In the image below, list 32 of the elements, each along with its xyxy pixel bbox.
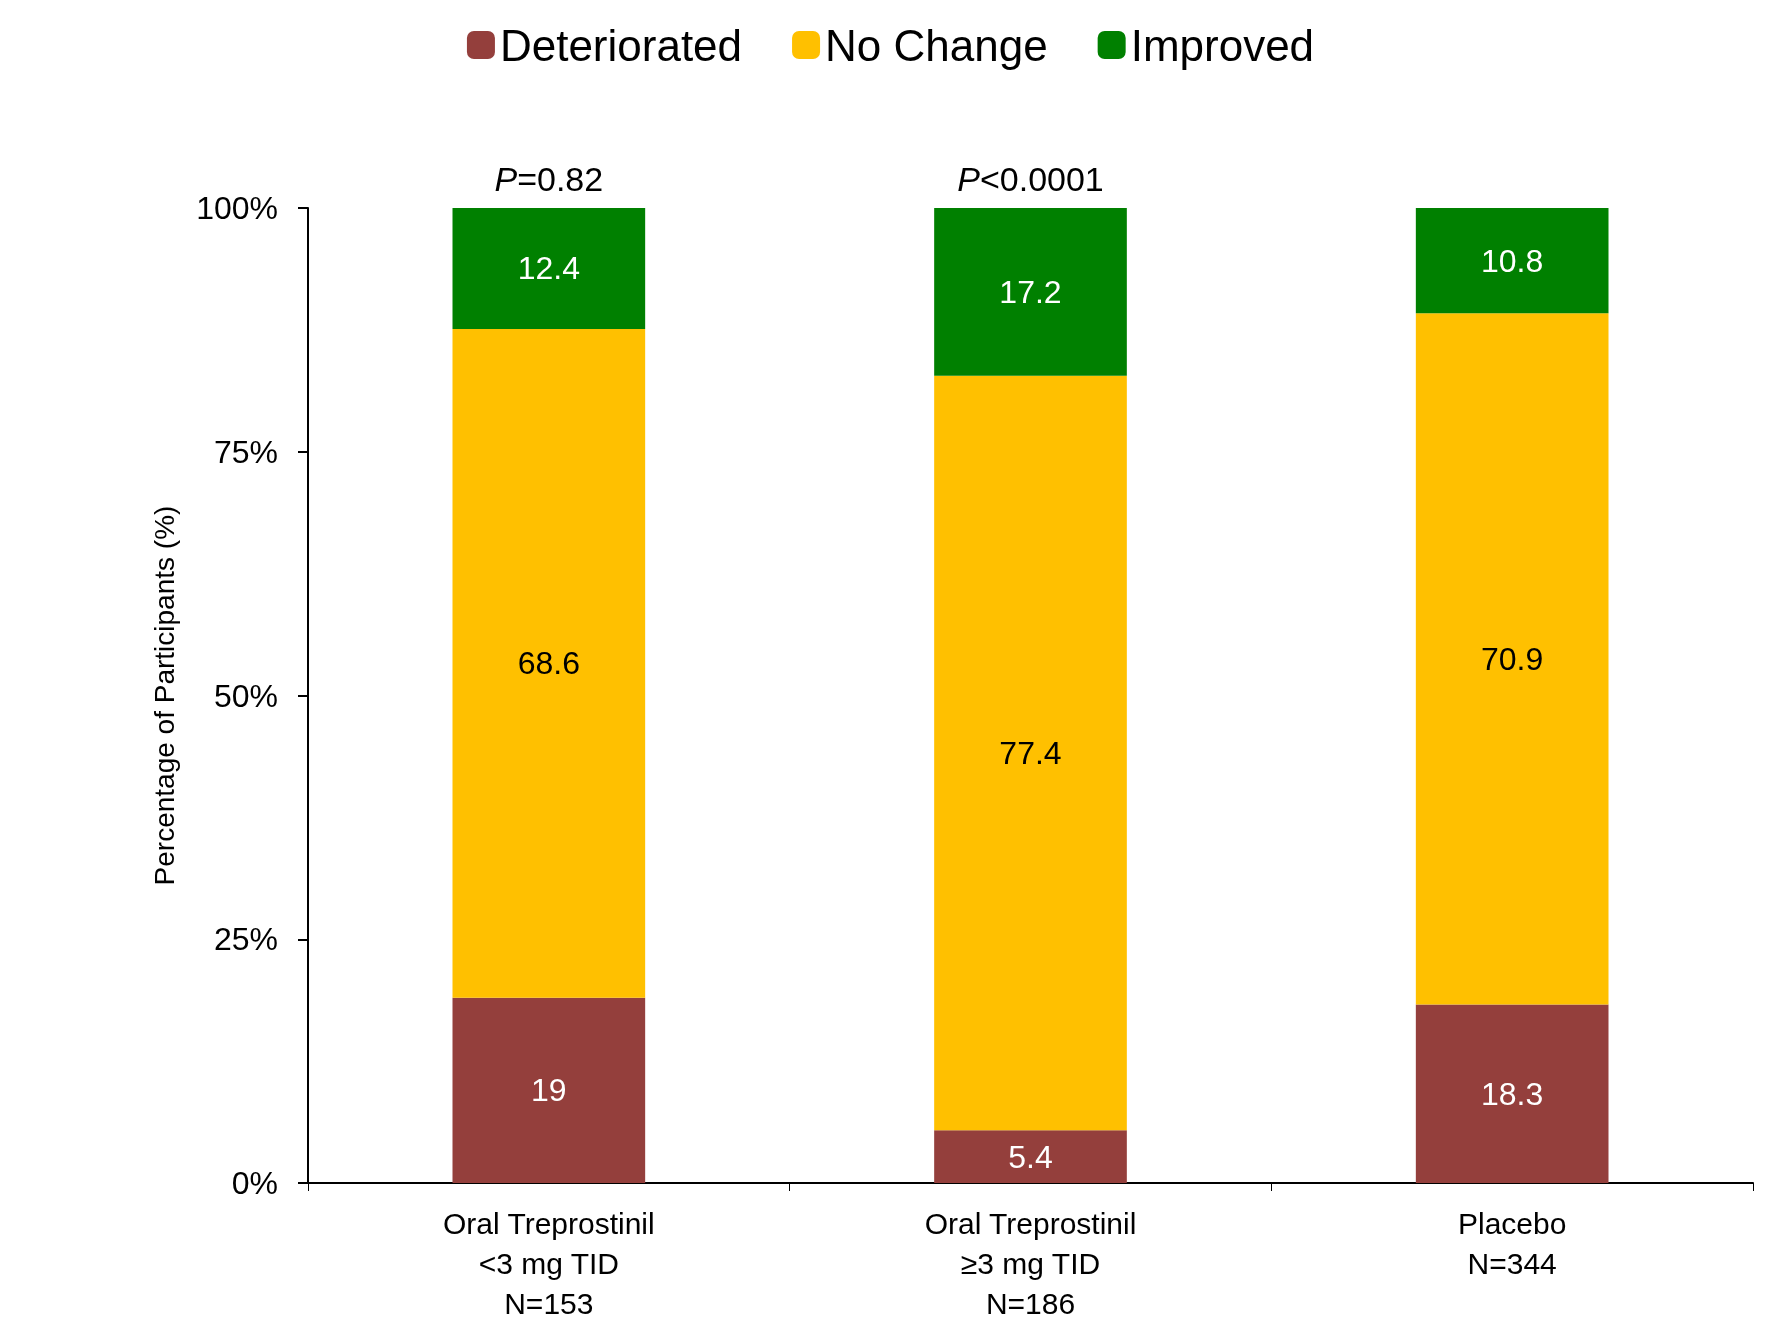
bar bbox=[934, 375, 1127, 1131]
y-tick-label: 100% bbox=[196, 190, 278, 226]
annotation: P<0.0001 bbox=[957, 160, 1104, 198]
legend-label: No Change bbox=[825, 20, 1048, 70]
data-label: 68.6 bbox=[517, 645, 580, 682]
annotation: P=0.82 bbox=[494, 160, 604, 198]
legend-label: Improved bbox=[1130, 20, 1315, 70]
bar bbox=[934, 1130, 1127, 1183]
y-tick-label: 75% bbox=[213, 433, 278, 470]
legend-label: Deteriorated bbox=[499, 20, 743, 70]
bar bbox=[452, 328, 646, 998]
data-label: 18.3 bbox=[1481, 1075, 1544, 1112]
y-tick-label: 50% bbox=[213, 677, 278, 714]
data-label: 19 bbox=[531, 1072, 567, 1109]
data-label: 12.4 bbox=[517, 250, 580, 287]
x-tick-label: Placebo N=344 bbox=[1457, 1206, 1567, 1280]
x-tick-label: Oral Treprostinil <3 mg TID N=153 bbox=[442, 1206, 655, 1320]
data-label: 70.9 bbox=[1481, 640, 1544, 677]
bar bbox=[1415, 313, 1609, 1005]
data-label: 77.4 bbox=[999, 735, 1062, 772]
data-label: 10.8 bbox=[1481, 242, 1544, 279]
bar bbox=[452, 997, 646, 1183]
x-tick-label: Oral Treprostinil ≥3 mg TID N=186 bbox=[924, 1206, 1137, 1320]
y-tick-label: 0% bbox=[231, 1165, 278, 1201]
y-axis-title: Percentage of Participants (%) bbox=[148, 505, 180, 886]
bar bbox=[1415, 208, 1609, 314]
y-tick-label: 25% bbox=[213, 921, 278, 958]
data-label: 17.2 bbox=[999, 273, 1062, 310]
bar bbox=[934, 208, 1127, 376]
bar bbox=[452, 208, 646, 329]
bar bbox=[1415, 1004, 1609, 1183]
data-label: 5.4 bbox=[1008, 1138, 1053, 1175]
